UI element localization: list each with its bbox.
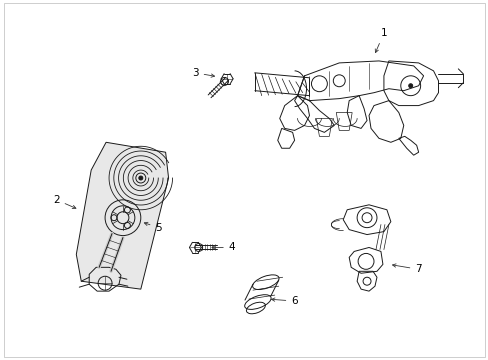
Text: 6: 6 bbox=[271, 296, 297, 306]
Text: 2: 2 bbox=[53, 195, 76, 208]
Text: 3: 3 bbox=[192, 68, 214, 78]
Text: 4: 4 bbox=[212, 243, 235, 252]
Text: 1: 1 bbox=[374, 28, 386, 53]
Text: 5: 5 bbox=[144, 222, 162, 233]
Circle shape bbox=[139, 176, 142, 180]
Text: 7: 7 bbox=[392, 264, 421, 274]
Polygon shape bbox=[76, 142, 168, 289]
Circle shape bbox=[408, 84, 412, 88]
